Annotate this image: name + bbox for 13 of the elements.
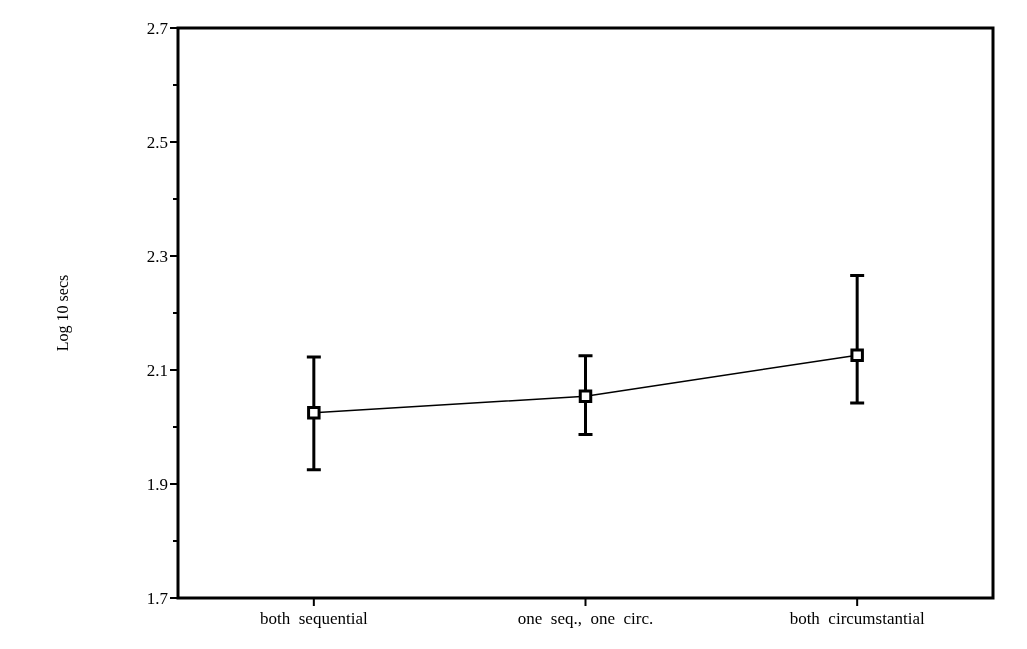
point	[307, 406, 321, 420]
y-tick-label: 2.7	[146, 18, 169, 38]
y-tick-label: 2.3	[146, 246, 168, 266]
point	[850, 348, 864, 362]
point	[578, 389, 593, 403]
y-axis-title: Log 10 secs	[54, 274, 72, 352]
x-tick-label: both sequential	[260, 609, 368, 628]
y-tick-label: 1.9	[146, 474, 168, 494]
y-tick-label: 1.7	[146, 588, 169, 608]
x-tick-label: one seq., one circ.	[517, 609, 654, 628]
y-tick-label: 2.5	[146, 132, 168, 152]
x-tick-label: both circumstantial	[789, 609, 925, 628]
y-tick-label: 2.1	[146, 360, 168, 380]
